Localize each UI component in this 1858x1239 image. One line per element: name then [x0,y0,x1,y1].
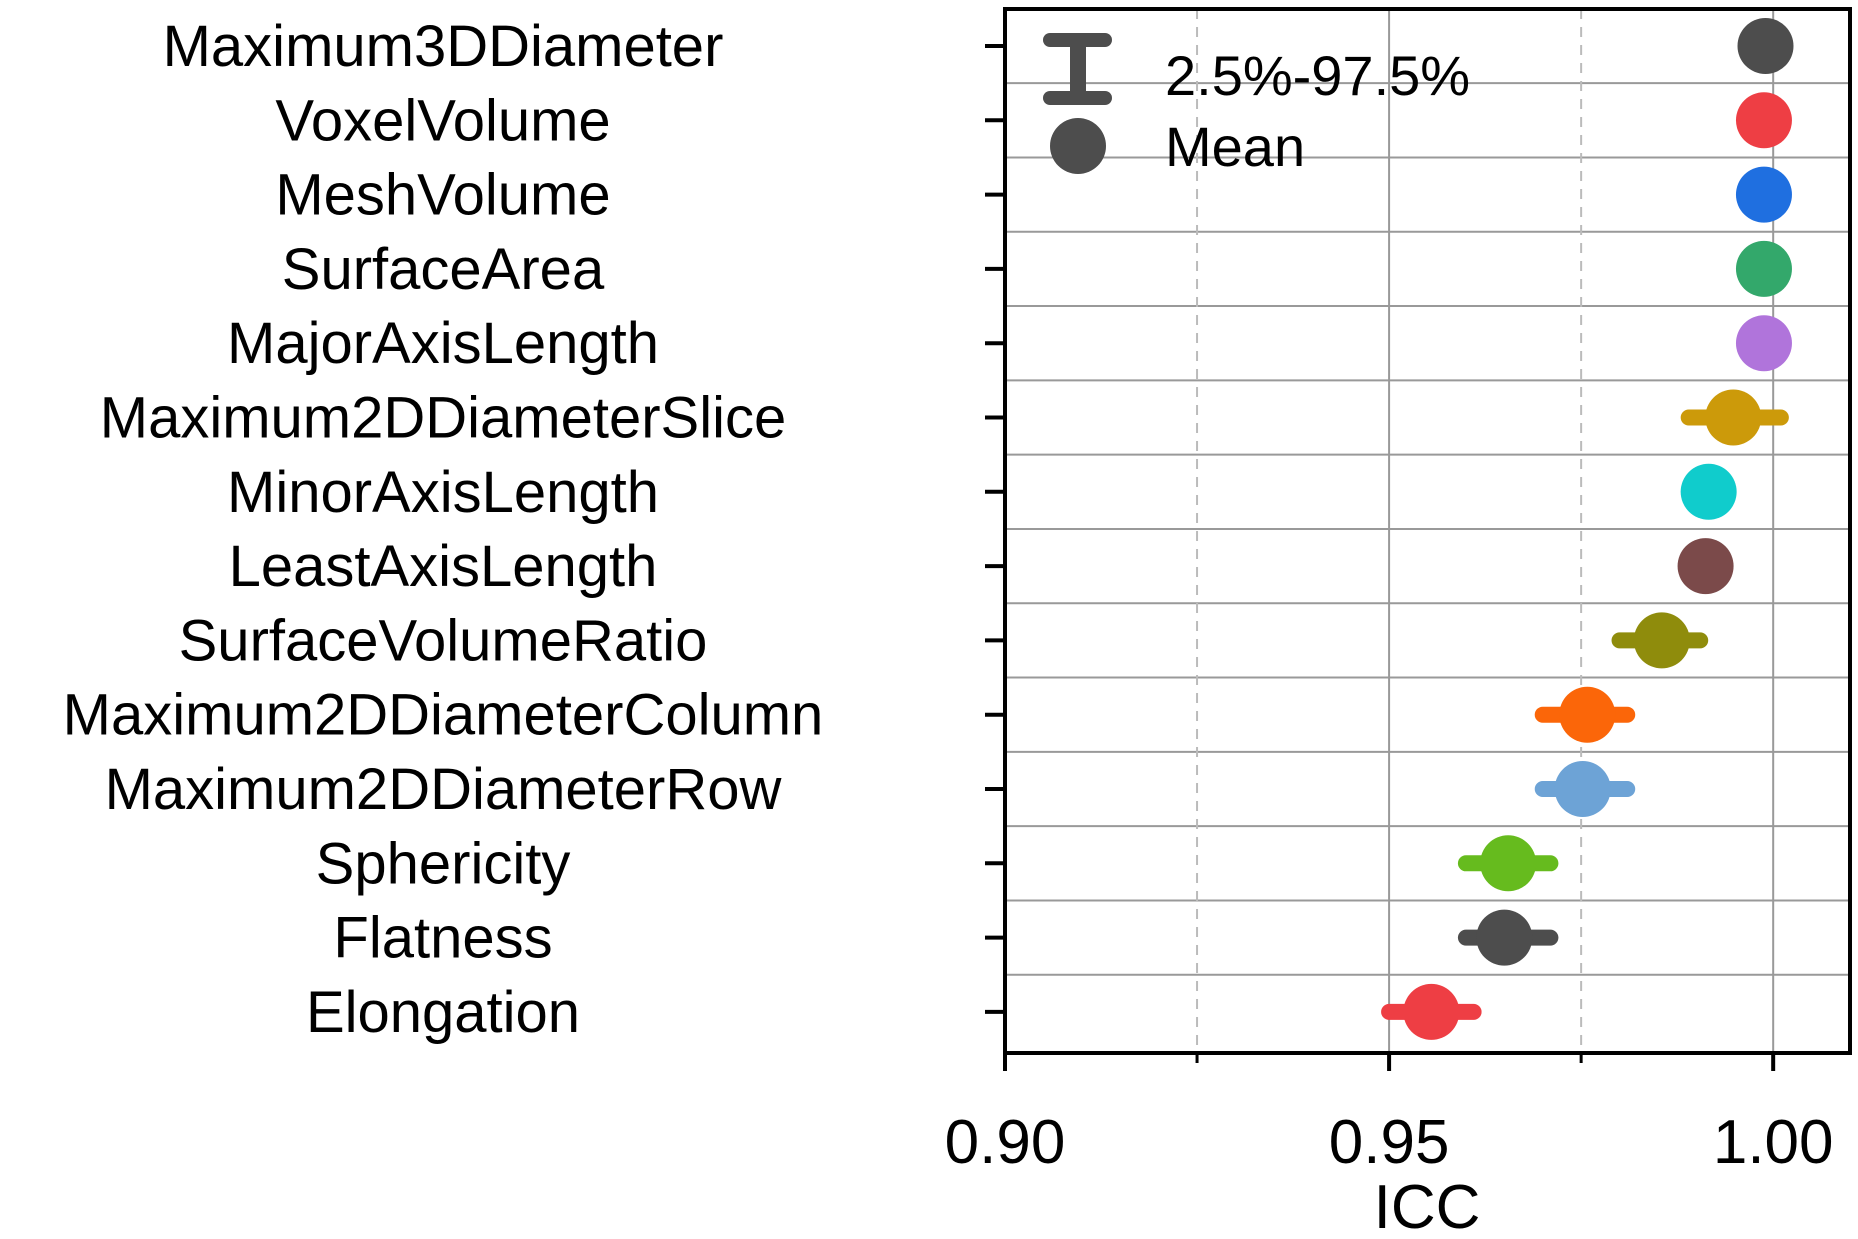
category-label: Maximum2DDiameterColumn [63,683,824,748]
legend-label-mean: Mean [1165,115,1305,178]
category-label: LeastAxisLength [229,534,658,599]
category-label: SurfaceArea [282,237,605,302]
data-point [1457,909,1559,966]
data-point [1457,835,1559,892]
mean-marker [1735,240,1792,297]
category-label: MajorAxisLength [227,311,659,376]
plot-frame [1003,7,1852,1055]
category-label: MinorAxisLength [227,460,659,525]
data-point [1381,983,1482,1040]
category-label: Maximum2DDiameterSlice [100,386,786,451]
grid-layer [1005,9,1850,1053]
legend-label-interval: 2.5%-97.5% [1165,44,1470,107]
legend-mean-symbol [1050,118,1106,174]
x-tick-label: 0.95 [1329,1108,1450,1177]
mean-marker [1735,315,1792,372]
category-label: Flatness [333,906,552,971]
data-point [1611,612,1709,669]
data-point [1534,761,1636,817]
data-point [1680,389,1789,446]
x-tick-labels: 0.90 0.95 1.00 [945,1108,1834,1177]
mean-marker [1737,18,1794,74]
mean-marker [1680,463,1737,520]
category-label: Sphericity [316,831,571,896]
data-point [1735,315,1792,372]
data-point [1534,686,1636,743]
category-labels: Maximum3DDiameter VoxelVolume MeshVolume Su… [63,14,824,1045]
legend-errorbar-symbol [1043,33,1112,105]
category-label: MeshVolume [275,163,610,228]
data-point [1677,538,1734,595]
mean-marker [1480,835,1537,892]
x-axis-title: ICC [1374,1173,1481,1239]
mean-marker [1705,389,1762,446]
category-label: Maximum2DDiameterRow [105,757,783,822]
category-label: SurfaceVolumeRatio [179,608,708,673]
mean-marker [1735,166,1792,223]
data-points [1381,18,1794,1040]
data-point [1735,166,1792,223]
data-point [1735,240,1792,297]
x-tick-label: 0.90 [945,1108,1066,1177]
mean-marker [1559,686,1616,743]
mean-marker [1677,538,1734,595]
mean-marker [1476,909,1533,966]
category-label: Maximum3DDiameter [163,14,724,79]
legend: 2.5%-97.5% Mean [1043,33,1470,178]
data-point [1680,463,1737,520]
category-label: VoxelVolume [275,88,610,153]
mean-marker [1554,761,1611,817]
y-tick-marks [985,44,1005,1014]
data-point [1737,18,1794,74]
mean-marker [1735,92,1792,149]
data-point [1735,92,1792,149]
x-tick-marks [1003,1053,1776,1071]
x-tick-label: 1.00 [1713,1108,1834,1177]
category-label: Elongation [306,980,580,1045]
mean-marker [1633,612,1690,669]
mean-marker [1403,983,1460,1040]
